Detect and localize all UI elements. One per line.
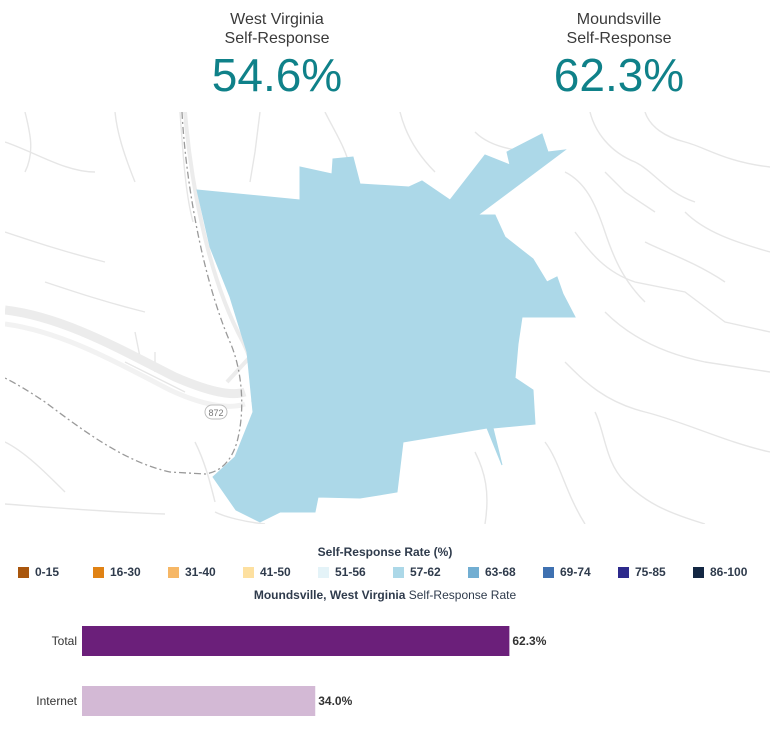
city-self-response-label: Self-Response (566, 30, 672, 47)
state-name-label: West Virginia (230, 11, 324, 28)
legend-label: 41-50 (260, 565, 291, 579)
legend-swatch (93, 566, 104, 578)
legend-label: 51-56 (335, 565, 366, 579)
legend-item-63-68: 63-68 (468, 565, 543, 579)
legend-swatch (318, 566, 329, 578)
legend-label: 16-30 (110, 565, 141, 579)
state-self-response-value: 54.6% (211, 49, 343, 101)
legend-swatch (693, 566, 704, 578)
legend-swatch (393, 566, 404, 578)
bar-value-label-total: 62.3% (512, 634, 546, 648)
legend-item-0-15: 0-15 (18, 565, 93, 579)
legend-label: 75-85 (635, 565, 666, 579)
legend-item-41-50: 41-50 (243, 565, 318, 579)
legend-label: 31-40 (185, 565, 216, 579)
legend-swatch (18, 566, 29, 578)
legend-item-86-100: 86-100 (693, 565, 768, 579)
bar-chart-title: Moundsville, West Virginia Self-Response… (0, 588, 770, 602)
bar-category-label-total: Total (52, 634, 77, 648)
legend-swatch (168, 566, 179, 578)
state-boundary-line (5, 112, 243, 475)
legend-label: 57-62 (410, 565, 441, 579)
response-rate-map[interactable]: 872 (5, 112, 770, 524)
legend-item-57-62: 57-62 (393, 565, 468, 579)
legend-title: Self-Response Rate (%) (317, 545, 453, 559)
state-self-response-label: Self-Response (224, 30, 330, 47)
city-self-response-value: 62.3% (553, 49, 685, 101)
background-streets (5, 112, 770, 524)
legend-item-75-85: 75-85 (618, 565, 693, 579)
city-name-label: Moundsville (576, 11, 662, 28)
legend: 0-15 16-30 31-40 41-50 51-56 57-62 63-68… (18, 565, 768, 579)
legend-item-69-74: 69-74 (543, 565, 618, 579)
bar-chart-title-metric: Self-Response Rate (405, 588, 517, 602)
legend-swatch (243, 566, 254, 578)
legend-label: 0-15 (35, 565, 60, 579)
city-self-response-stat: Moundsville Self-Response 62.3% (499, 10, 739, 100)
legend-label: 69-74 (560, 565, 591, 579)
bar-internet[interactable] (82, 686, 316, 716)
self-response-bar-chart: Total 62.3% Internet 34.0% (36, 626, 547, 716)
legend-item-51-56: 51-56 (318, 565, 393, 579)
legend-swatch (618, 566, 629, 578)
bar-total[interactable] (82, 626, 510, 656)
legend-swatch (543, 566, 554, 578)
bar-category-label-internet: Internet (36, 694, 77, 708)
bar-chart-title-place: Moundsville, West Virginia (253, 588, 406, 602)
bar-value-label-internet: 34.0% (318, 694, 352, 708)
legend-item-16-30: 16-30 (93, 565, 168, 579)
legend-item-31-40: 31-40 (168, 565, 243, 579)
svg-text:872: 872 (208, 408, 223, 418)
legend-swatch (468, 566, 479, 578)
legend-label: 63-68 (485, 565, 516, 579)
moundsville-city-area[interactable] (196, 133, 576, 523)
route-872-shield: 872 (204, 404, 228, 420)
state-self-response-stat: West Virginia Self-Response 54.6% (157, 10, 397, 100)
legend-label: 86-100 (710, 565, 748, 579)
